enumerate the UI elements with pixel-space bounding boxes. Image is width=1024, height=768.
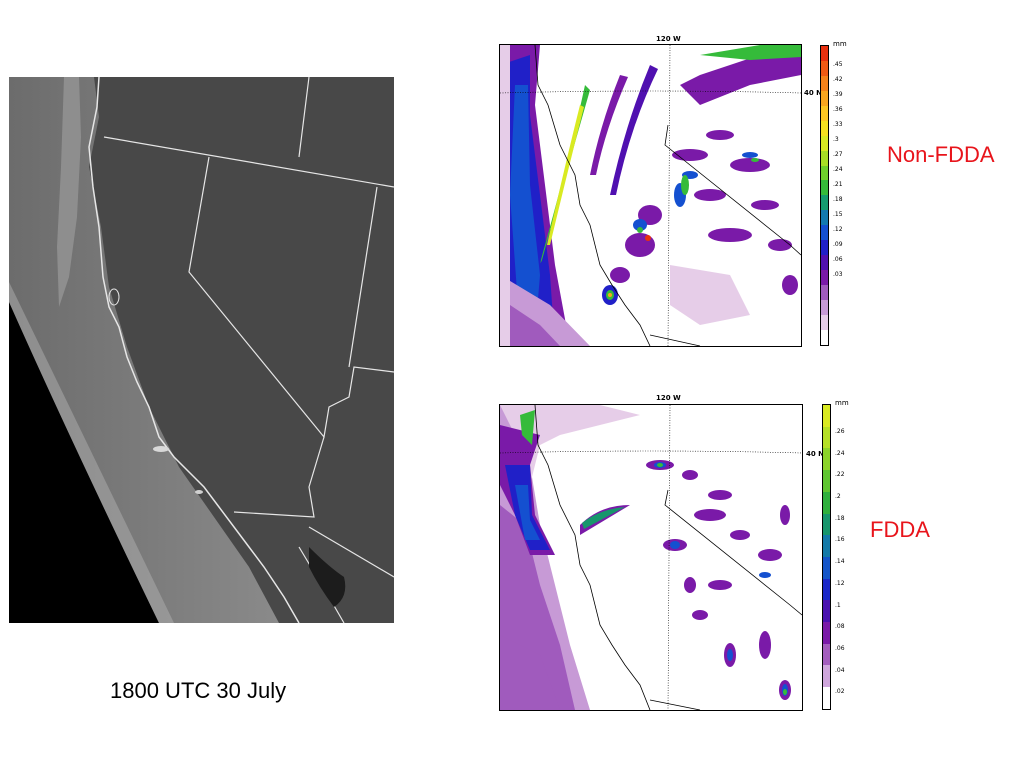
colorbar-swatch [821,285,828,300]
colorbar-swatch [821,75,828,91]
colorbar-swatch [821,150,828,166]
colorbar-swatch [823,687,830,709]
colorbar-tick-label: .02 [835,688,845,696]
colorbar-swatch [821,270,828,285]
timestamp-caption: 1800 UTC 30 July [110,678,287,703]
colorbar-tick-label: .06 [835,645,845,653]
colorbar-swatch [823,556,830,579]
colorbar-swatch [821,329,828,345]
colorbar-swatch [821,120,828,136]
colorbar-tick-label: .39 [833,91,843,99]
latitude-label: 40 N [806,450,825,458]
satellite-image [9,77,394,623]
colorbar-swatch [823,535,830,557]
colorbar-swatch [821,195,828,211]
fdda-precip-map [499,404,803,711]
colorbar-swatch [823,622,830,644]
colorbar-tick-label: .09 [833,240,843,248]
colorbar-unit-label: mm [835,399,849,407]
colorbar-swatch [821,210,828,226]
colorbar-tick-label: .04 [835,666,845,674]
colorbar-tick-label: .24 [833,166,843,174]
colorbar-tick-label: .15 [833,210,843,218]
colorbar-tick-label: .12 [835,579,845,587]
colorbar-swatch [821,90,828,106]
colorbar-swatch [821,60,828,76]
colorbar-swatch [821,180,828,196]
colorbar-tick-label: .21 [833,181,843,189]
colorbar-tick-label: .24 [835,449,845,457]
colorbar-tick-label: .03 [833,270,843,278]
colorbar-tick-label: .3 [833,136,839,144]
non-fdda-label: Non-FDDA [887,142,995,167]
colorbar-tick-label: .18 [833,195,843,203]
colorbar-tick-label: .22 [835,471,845,479]
colorbar-tick-label: .06 [833,255,843,263]
colorbar-tick-label: .2 [835,493,841,501]
non-fdda-colorbar [820,45,829,346]
colorbar-tick-label: .36 [833,106,843,114]
colorbar-swatch [823,448,830,471]
colorbar-swatch [823,665,830,688]
colorbar-tick-label: .42 [833,76,843,84]
colorbar-swatch [821,135,828,151]
colorbar-swatch [821,255,828,271]
satellite-imagery [9,77,394,623]
colorbar-unit-label: mm [833,40,847,48]
colorbar-tick-label: .26 [835,427,845,435]
colorbar-swatch [821,105,828,121]
colorbar-tick-label: .1 [835,601,841,609]
colorbar-tick-label: .12 [833,225,843,233]
colorbar-tick-label: .14 [835,558,845,566]
colorbar-tick-label: .18 [835,514,845,522]
colorbar-swatch [823,578,830,601]
colorbar-tick-label: .33 [833,121,843,129]
colorbar-swatch [821,299,828,315]
colorbar-swatch [823,491,830,514]
colorbar-swatch [821,46,828,61]
colorbar-swatch [823,513,830,536]
colorbar-swatch [823,600,830,623]
non-fdda-precip-map [499,44,802,347]
fdda-colorbar [822,404,831,710]
colorbar-swatch [821,225,828,241]
colorbar-tick-label: .45 [833,61,843,69]
colorbar-tick-label: .08 [835,623,845,631]
latitude-label: 40 N [804,89,823,97]
colorbar-swatch [823,426,830,449]
longitude-label: 120 W [656,35,681,43]
colorbar-swatch [823,405,830,427]
colorbar-swatch [823,470,830,492]
fdda-label: FDDA [870,517,930,542]
colorbar-swatch [823,643,830,666]
longitude-label: 120 W [656,394,681,402]
colorbar-swatch [821,314,828,330]
colorbar-tick-label: .27 [833,151,843,159]
colorbar-swatch [821,240,828,256]
colorbar-swatch [821,165,828,181]
colorbar-tick-label: .16 [835,536,845,544]
